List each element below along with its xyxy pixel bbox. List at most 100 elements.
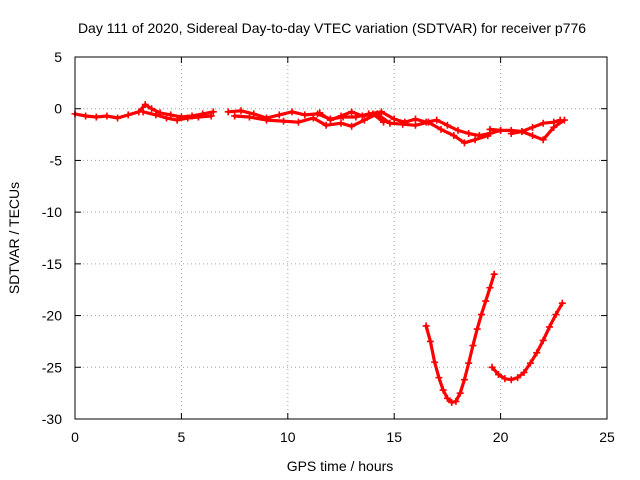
data-point	[484, 132, 492, 140]
data-point	[422, 322, 430, 330]
data-point	[309, 114, 317, 122]
data-point	[456, 389, 464, 397]
data-point	[386, 119, 394, 127]
data-point	[450, 132, 458, 140]
data-point	[520, 368, 528, 376]
y-tick-label: 0	[54, 101, 62, 117]
x-tick-label: 0	[71, 429, 79, 445]
data-point	[529, 123, 537, 131]
x-tick-label: 5	[178, 429, 186, 445]
data-point	[533, 349, 541, 357]
data-point	[194, 113, 202, 121]
series-arc-5	[316, 108, 388, 126]
data-point	[460, 139, 468, 147]
x-axis-title: GPS time / hours	[287, 458, 394, 474]
data-point	[539, 119, 547, 127]
data-point	[460, 376, 468, 384]
data-point	[337, 112, 345, 120]
data-point	[497, 126, 505, 134]
data-point	[231, 112, 239, 120]
data-point	[529, 132, 537, 140]
data-point	[426, 337, 434, 345]
plot-frame	[74, 56, 608, 420]
data-point	[148, 105, 156, 113]
data-point	[526, 359, 534, 367]
data-point	[139, 108, 147, 116]
data-point	[473, 325, 481, 333]
data-point	[477, 311, 485, 319]
y-tick-label: -25	[42, 359, 62, 375]
data-point	[411, 121, 419, 129]
data-point	[237, 107, 245, 115]
series-arc-8	[422, 270, 498, 406]
data-point	[424, 118, 432, 126]
data-point	[294, 118, 302, 126]
data-point	[411, 115, 419, 123]
data-point	[209, 108, 217, 116]
data-point	[245, 113, 253, 121]
data-point	[501, 375, 509, 383]
data-point	[337, 119, 345, 127]
data-point	[558, 299, 566, 307]
x-tick-label: 10	[280, 429, 296, 445]
data-point	[556, 116, 564, 124]
y-tick-label: -30	[42, 411, 62, 427]
data-point	[486, 284, 494, 292]
data-series	[71, 101, 568, 406]
data-point	[390, 115, 398, 123]
y-axis-title: SDTVAR / TECUs	[6, 182, 22, 294]
data-point	[471, 136, 479, 144]
data-point	[469, 342, 477, 350]
data-point	[316, 109, 324, 117]
data-point	[348, 108, 356, 116]
data-point	[443, 121, 451, 129]
series-arc-9	[488, 299, 566, 384]
y-tick-label: -5	[50, 152, 63, 168]
data-point	[360, 116, 368, 124]
data-point	[507, 376, 515, 384]
data-point	[141, 101, 149, 109]
data-point	[507, 130, 515, 138]
data-point	[399, 120, 407, 128]
data-point	[539, 336, 547, 344]
series-arc-7	[507, 116, 564, 138]
data-point	[207, 112, 215, 120]
data-point	[482, 297, 490, 305]
data-point	[488, 363, 496, 371]
data-point	[173, 116, 181, 124]
chart-title: Day 111 of 2020, Sidereal Day-to-day VTE…	[78, 20, 586, 36]
data-point	[163, 114, 171, 122]
data-point	[552, 311, 560, 319]
series-arc-4	[231, 110, 492, 147]
y-tick-label: -15	[42, 256, 62, 272]
data-point	[280, 117, 288, 125]
data-point	[465, 359, 473, 367]
data-point	[263, 116, 271, 124]
data-point	[114, 114, 122, 122]
axis-ticks: 0 5 10 15 20 25 5 0 -5 -10 -15 -20 -25 -30	[42, 49, 615, 445]
data-point	[490, 270, 498, 278]
data-point	[301, 111, 309, 119]
data-point	[550, 118, 558, 126]
data-point	[358, 112, 366, 120]
data-point	[82, 112, 90, 120]
x-tick-label: 20	[493, 429, 509, 445]
data-point	[348, 122, 356, 130]
grid-lines	[75, 57, 607, 419]
y-tick-label: -20	[42, 308, 62, 324]
data-point	[288, 108, 296, 116]
series-arc-2	[139, 108, 215, 124]
y-tick-label: -10	[42, 204, 62, 220]
data-point	[369, 110, 377, 118]
data-point	[431, 358, 439, 366]
data-point	[322, 121, 330, 129]
data-point	[539, 136, 547, 144]
data-point	[92, 113, 100, 121]
y-tick-label: 5	[54, 49, 62, 65]
data-point	[377, 108, 385, 116]
data-point	[439, 386, 447, 394]
data-point	[454, 126, 462, 134]
data-point	[275, 111, 283, 119]
data-point	[224, 108, 232, 116]
